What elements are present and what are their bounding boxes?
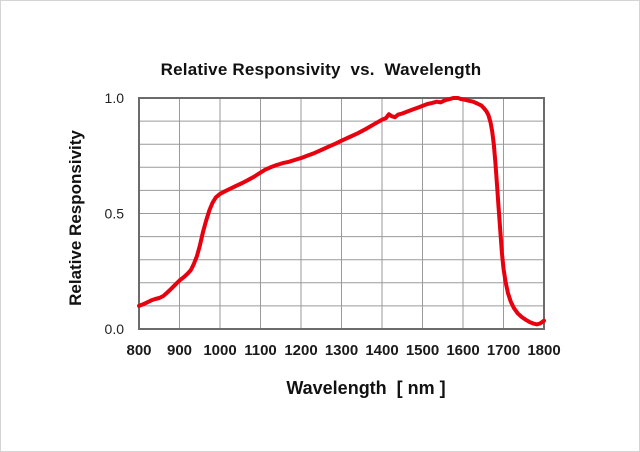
x-tick-label: 1600 <box>446 342 479 359</box>
x-tick-label: 1000 <box>203 342 236 359</box>
x-tick-label: 900 <box>167 342 192 359</box>
responsivity-curve <box>137 96 546 327</box>
x-tick-label: 1100 <box>244 342 277 359</box>
x-tick-label: 800 <box>126 342 151 359</box>
x-axis-label: Wavelength [ nm ] <box>286 378 446 398</box>
chart-title: Relative Responsivity vs. Wavelength <box>160 60 482 79</box>
x-tick-label: 1400 <box>365 342 398 359</box>
x-tick-label: 1700 <box>487 342 520 359</box>
y-tick-label: 1.0 <box>105 90 125 106</box>
x-tick-label: 1500 <box>406 342 439 359</box>
x-tick-label: 1800 <box>527 342 560 359</box>
plot-frame <box>138 97 545 330</box>
y-tick-label: 0.5 <box>105 206 125 222</box>
x-tick-label: 1200 <box>284 342 317 359</box>
x-tick-label: 1300 <box>325 342 358 359</box>
y-tick-label: 0.0 <box>105 321 125 337</box>
